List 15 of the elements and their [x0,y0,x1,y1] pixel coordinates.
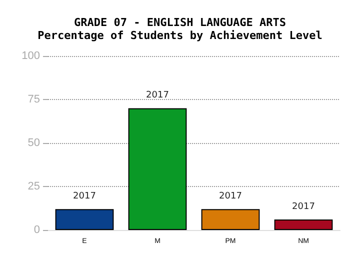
annotation: 2017 [292,202,315,212]
bar [128,108,187,230]
bar [201,209,260,230]
y-tick-label: 25 [28,180,40,192]
bar [55,209,114,230]
chart-title: GRADE 07 - ENGLISH LANGUAGE ARTS [74,16,286,29]
y-tick-label: 100 [22,50,40,62]
bar [274,220,333,230]
y-tick-label: 0 [34,224,40,236]
y-tick-label: 50 [28,137,40,149]
annotation: 2017 [219,192,242,202]
annotation: 2017 [73,192,96,202]
y-tick-label: 75 [28,94,40,106]
annotation: 2017 [146,90,169,101]
chart-subtitle: Percentage of Students by Achievement Level [38,29,322,42]
